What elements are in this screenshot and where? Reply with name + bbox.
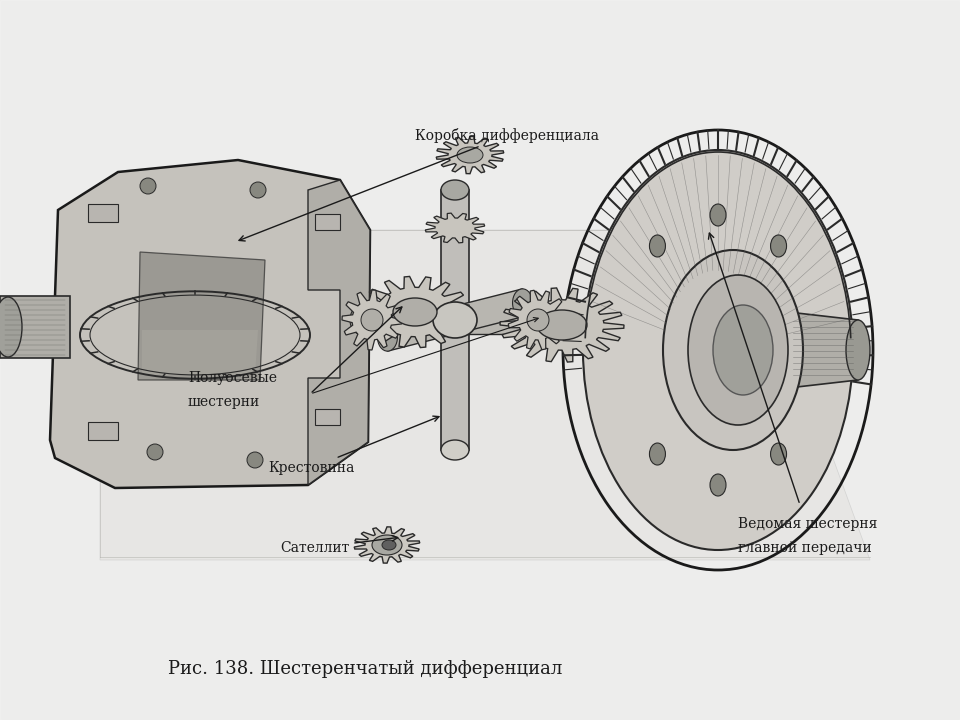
Ellipse shape [350, 306, 370, 334]
Bar [315, 214, 340, 230]
Polygon shape [138, 252, 265, 380]
Bar [441, 190, 469, 450]
Ellipse shape [441, 440, 469, 460]
Circle shape [147, 444, 163, 460]
Polygon shape [308, 180, 370, 485]
Ellipse shape [457, 147, 483, 163]
Polygon shape [788, 312, 858, 388]
Ellipse shape [377, 323, 397, 351]
Bar [88, 422, 118, 440]
Ellipse shape [393, 298, 437, 326]
Text: Коробка дифференциала: Коробка дифференциала [239, 128, 599, 241]
Ellipse shape [361, 309, 383, 331]
Ellipse shape [583, 150, 853, 550]
Bar [315, 409, 340, 425]
Ellipse shape [537, 310, 587, 340]
Polygon shape [342, 290, 402, 350]
Ellipse shape [382, 540, 396, 550]
Circle shape [247, 452, 263, 468]
Polygon shape [50, 160, 370, 488]
Ellipse shape [433, 302, 477, 338]
Ellipse shape [663, 250, 803, 450]
Text: шестерни: шестерни [188, 395, 260, 409]
Polygon shape [360, 306, 550, 334]
Text: Рис. 138. Шестеренчатый дифференциал: Рис. 138. Шестеренчатый дифференциал [168, 660, 562, 678]
Text: Крестовина: Крестовина [268, 416, 439, 475]
Polygon shape [508, 290, 567, 350]
Polygon shape [100, 230, 870, 560]
Polygon shape [425, 213, 485, 243]
Ellipse shape [771, 443, 786, 465]
Text: Ведомая шестерня: Ведомая шестерня [738, 517, 877, 531]
Ellipse shape [846, 320, 870, 380]
Ellipse shape [771, 235, 786, 257]
Polygon shape [500, 288, 624, 362]
Ellipse shape [372, 535, 402, 555]
Text: Полуосевые: Полуосевые [188, 371, 277, 385]
Ellipse shape [688, 275, 788, 425]
Ellipse shape [713, 305, 773, 395]
Polygon shape [354, 527, 420, 563]
Ellipse shape [441, 180, 469, 200]
Ellipse shape [650, 443, 665, 465]
Polygon shape [388, 289, 522, 351]
Ellipse shape [650, 235, 665, 257]
Circle shape [250, 182, 266, 198]
Text: главной передачи: главной передачи [738, 541, 872, 555]
Ellipse shape [710, 204, 726, 226]
Ellipse shape [540, 306, 560, 334]
Polygon shape [436, 136, 504, 174]
Text: Сателлит: Сателлит [280, 536, 397, 555]
Ellipse shape [0, 297, 22, 357]
Polygon shape [142, 330, 258, 375]
Ellipse shape [527, 309, 549, 331]
Polygon shape [360, 276, 469, 348]
Circle shape [140, 178, 156, 194]
Bar [0, 296, 70, 358]
Bar [88, 204, 118, 222]
Ellipse shape [513, 289, 533, 317]
Ellipse shape [710, 474, 726, 496]
